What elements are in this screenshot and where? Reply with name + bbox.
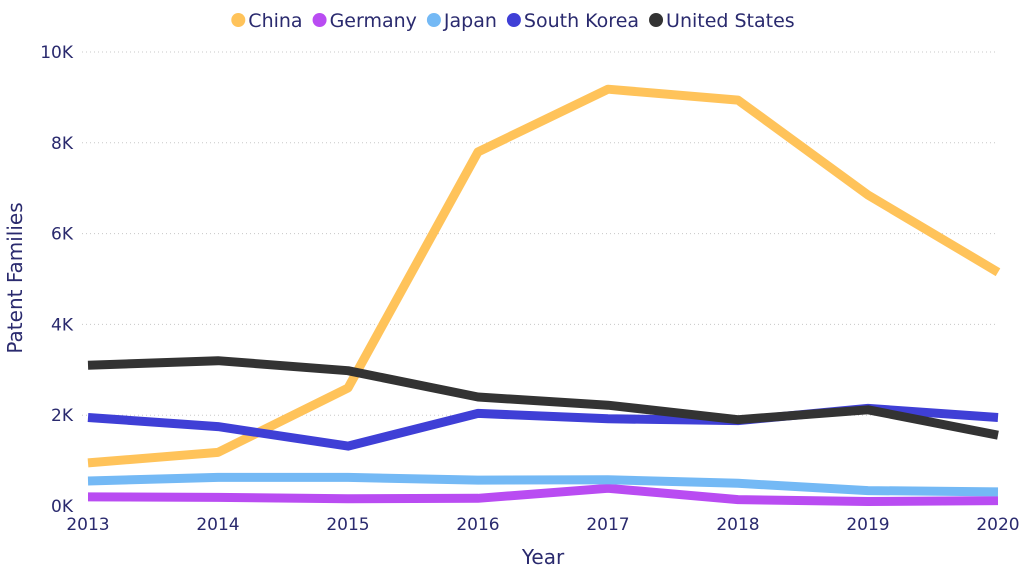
x-tick-label: 2020 xyxy=(976,515,1019,535)
legend-label: South Korea xyxy=(524,10,639,32)
x-tick-label: 2013 xyxy=(66,515,109,535)
x-axis-title: Year xyxy=(521,545,565,569)
x-tick-label: 2014 xyxy=(196,515,239,535)
legend: China Germany Japan South Korea United State… xyxy=(231,10,795,32)
legend-label: China xyxy=(248,10,302,32)
y-axis-ticks: 0K 2K 4K 6K 8K 10K xyxy=(40,43,74,517)
x-tick-label: 2018 xyxy=(716,515,759,535)
x-tick-label: 2019 xyxy=(846,515,889,535)
y-tick-label: 8K xyxy=(51,134,74,154)
y-tick-label: 6K xyxy=(51,225,74,245)
y-tick-label: 2K xyxy=(51,406,74,426)
y-tick-label: 10K xyxy=(40,43,74,63)
legend-marker xyxy=(231,13,246,27)
series-lines xyxy=(87,84,1001,506)
x-tick-label: 2017 xyxy=(586,515,629,535)
y-tick-label: 0K xyxy=(51,497,74,517)
legend-item-south-korea: South Korea xyxy=(506,10,639,32)
y-tick-label: 4K xyxy=(51,315,74,335)
x-tick-label: 2015 xyxy=(326,515,369,535)
x-tick-label: 2016 xyxy=(456,515,499,535)
legend-item-japan: Japan xyxy=(426,10,497,32)
legend-item-germany: Germany xyxy=(312,10,417,32)
gridlines xyxy=(82,51,998,416)
y-axis-title: Patent Families xyxy=(3,202,27,353)
legend-marker xyxy=(426,13,441,27)
legend-marker xyxy=(649,13,664,27)
legend-label: Germany xyxy=(330,10,417,32)
legend-label: United States xyxy=(666,10,795,32)
legend-item-china: China xyxy=(231,10,303,32)
series-line-china xyxy=(87,84,1001,468)
legend-item-united-states: United States xyxy=(649,10,795,32)
series-line-japan xyxy=(87,472,999,497)
legend-marker xyxy=(506,13,521,27)
legend-label: Japan xyxy=(443,10,497,32)
series-line-germany xyxy=(87,483,999,506)
x-axis-ticks: 2013 2014 2015 2016 2017 2018 2019 2020 xyxy=(66,515,1019,535)
series-line-united-states xyxy=(87,356,999,440)
legend-marker xyxy=(312,13,327,27)
